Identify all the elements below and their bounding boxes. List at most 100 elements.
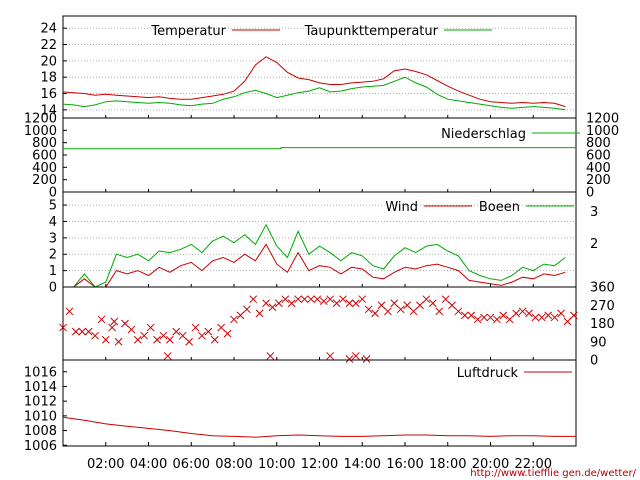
wind-direction-mark [486, 313, 495, 322]
wind-direction-mark [140, 331, 149, 340]
precipitation-ytick-label: 800 [32, 136, 57, 151]
wind-direction-mark [268, 303, 277, 312]
wind-direction-mark [473, 315, 482, 324]
wind-direction-point [217, 323, 226, 332]
wind-direction-mark [78, 327, 87, 336]
wind-direction-mark [133, 335, 142, 344]
wind-direction-point [313, 295, 322, 304]
precipitation-right-tick-label: 0 [586, 186, 594, 201]
wind-direction-point [422, 295, 431, 304]
wind-direction-mark [191, 323, 200, 332]
wind-direction-point [287, 299, 296, 308]
temperature-ytick-label: 20 [40, 54, 57, 69]
wind-direction-mark [178, 331, 187, 340]
temperature-ytick-label: 18 [40, 71, 57, 86]
wind-direction-point [210, 335, 219, 344]
wind-direction-mark [153, 335, 161, 344]
wind-direction-point [358, 295, 367, 304]
wind-direction-mark [525, 309, 533, 318]
wind-direction-mark [217, 323, 226, 332]
wind-direction-point [371, 309, 379, 318]
wind-direction-point [140, 331, 149, 340]
wind-direction-mark [460, 311, 469, 320]
wind-direction-mark [223, 329, 232, 338]
temperature-ytick-label: 24 [40, 22, 57, 37]
wind-direction-point [531, 313, 540, 322]
wind-direction-point [326, 352, 335, 360]
wind-direction-mark [351, 352, 360, 360]
wind-direction-mark [570, 311, 578, 320]
precipitation-right-tick-label: 1200 [586, 112, 619, 127]
wind-direction-mark [550, 313, 559, 322]
wind-direction-mark [371, 309, 379, 318]
temperature-ytick-label: 14 [40, 103, 57, 118]
wind-direction-mark [505, 315, 514, 324]
wind-legend-label: Boeen [479, 200, 520, 215]
wind-direction-mark [172, 327, 181, 336]
wind-direction-point [268, 303, 277, 312]
precipitation-right-tick-label: 200 [586, 173, 611, 188]
wind-direction-point [570, 311, 578, 320]
temperature-legend-label: Temperatur [150, 24, 226, 39]
precipitation-ytick-label: 600 [32, 149, 57, 164]
wind-direction-mark [428, 299, 437, 308]
wind-direction-point [396, 305, 405, 314]
wind-direction-mark [236, 311, 245, 320]
wind-direction-point [480, 313, 488, 322]
wind-right-tick-label: 2 [590, 237, 598, 252]
wind-direction-point [544, 311, 553, 320]
temperature-ytick-label: 16 [40, 87, 57, 102]
wind-direction-mark [210, 335, 219, 344]
wind-direction-mark [319, 297, 328, 306]
pressure-legend-label: Luftdruck [457, 366, 519, 381]
wind-direction-point [121, 319, 129, 328]
wind-direction-mark [332, 299, 341, 308]
wind-direction-mark [364, 305, 373, 314]
wind-ytick-label: 0 [49, 281, 57, 296]
wind-ytick-label: 4 [49, 215, 57, 230]
wind-direction-point [403, 301, 411, 310]
temperature-ytick-label: 22 [40, 38, 57, 53]
wind-direction-point [525, 309, 533, 318]
wind-direction-point [428, 299, 437, 308]
pressure-luftdruck-line [62, 416, 576, 438]
wind-direction-mark [416, 301, 424, 310]
x-tick-label: 12:00 [301, 457, 338, 472]
wind-direction-mark [71, 327, 80, 336]
wind-direction-mark [377, 301, 386, 310]
wind-direction-point [249, 295, 258, 304]
wind-direction-point [223, 329, 232, 338]
wind-direction-mark [294, 295, 302, 304]
wind-direction-point [307, 295, 315, 304]
wind-direction-point [351, 299, 360, 308]
wind-direction-point [473, 315, 482, 324]
wind-direction-point [332, 299, 341, 308]
wind-direction-mark [499, 311, 508, 320]
wind-direction-mark [230, 315, 238, 324]
wind-direction-right-tick-label: 270 [590, 299, 615, 314]
wind-direction-mark [242, 305, 251, 314]
wind-direction-point [59, 323, 67, 332]
wind-direction-point [345, 355, 354, 363]
precipitation-ytick-label: 400 [32, 161, 57, 176]
wind-direction-point [266, 352, 275, 360]
precipitation-ytick-label: 0 [49, 186, 57, 201]
wind-direction-mark [409, 307, 418, 316]
wind-direction-frame [62, 286, 577, 361]
wind-direction-point [191, 323, 200, 332]
pressure-ytick-label: 1006 [24, 439, 57, 454]
wind-direction-mark [313, 295, 322, 304]
wind-direction-mark [326, 352, 335, 360]
precipitation-legend-label: Niederschlag [441, 127, 526, 142]
precipitation-ytick-label: 1200 [24, 112, 57, 127]
pressure-ytick-label: 1008 [24, 424, 57, 439]
x-tick-label: 18:00 [429, 457, 466, 472]
wind-direction-mark [198, 331, 206, 340]
wind-direction-point [255, 309, 264, 318]
pressure-ytick-label: 1016 [24, 365, 57, 380]
wind-direction-point [467, 311, 476, 320]
x-tick-label: 08:00 [215, 457, 252, 472]
wind-direction-mark [441, 295, 450, 304]
wind-direction-point [159, 331, 168, 340]
